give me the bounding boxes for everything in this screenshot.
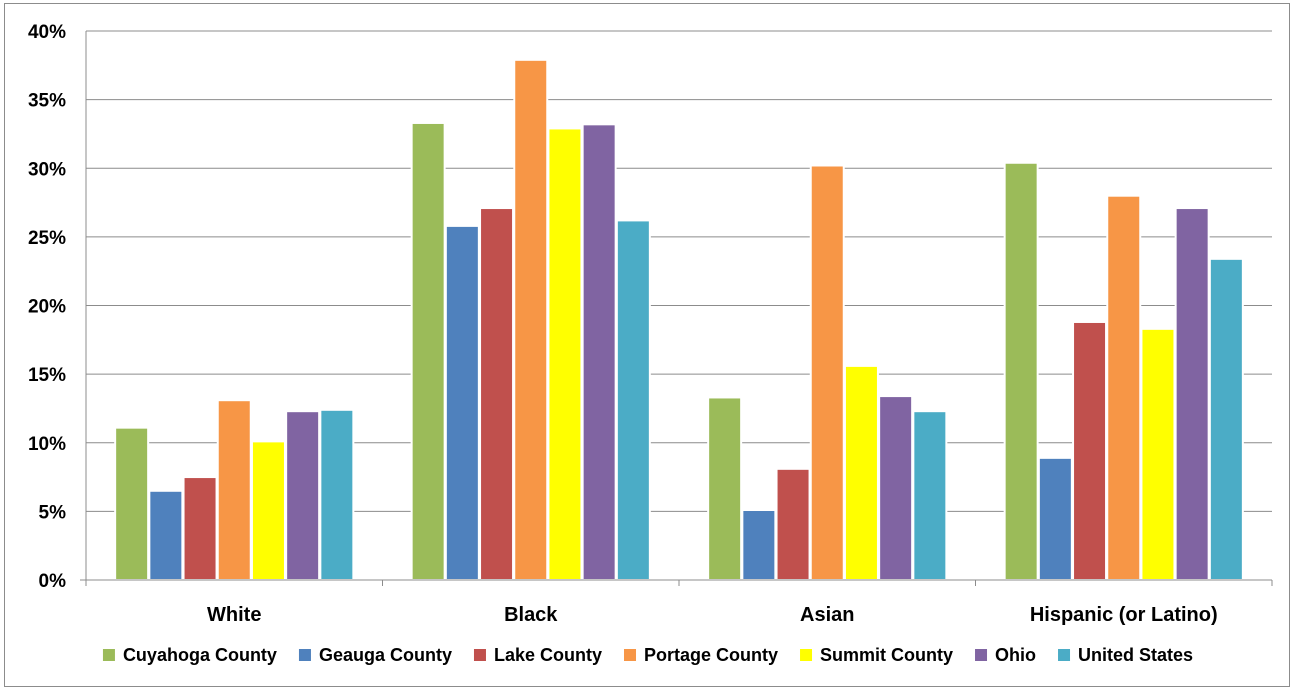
legend-label: Lake County <box>494 645 602 665</box>
bar <box>878 395 914 581</box>
bar <box>148 489 184 582</box>
legend-label: Cuyahoga County <box>123 645 277 665</box>
legend-label: Portage County <box>644 645 778 665</box>
y-tick-label: 15% <box>28 365 66 386</box>
legend-swatch <box>473 649 486 661</box>
y-tick-label: 30% <box>28 159 66 180</box>
bar <box>581 123 617 582</box>
bar <box>741 509 777 581</box>
x-tick-label: Hispanic (or Latino) <box>1030 604 1218 626</box>
y-tick-label: 20% <box>28 297 66 318</box>
y-tick-label: 0% <box>39 571 67 592</box>
x-tick-label: Asian <box>800 604 854 626</box>
legend-item: Geauga County <box>298 645 452 665</box>
bar <box>707 396 743 581</box>
bar <box>1174 207 1210 582</box>
bar <box>216 399 252 582</box>
legend-item: United States <box>1058 645 1193 665</box>
category-labels: White Black Asian Hispanic (or Latino) <box>207 604 1218 626</box>
bar <box>809 164 845 581</box>
bar <box>1140 327 1176 581</box>
legend-label: Ohio <box>995 645 1036 665</box>
bar <box>547 127 583 581</box>
bar <box>912 410 948 581</box>
bar <box>1037 456 1073 581</box>
y-tick-label: 5% <box>39 502 67 523</box>
bar <box>479 207 515 582</box>
legend-swatch <box>624 649 637 661</box>
legend-label: Summit County <box>820 645 953 665</box>
bar <box>444 224 480 582</box>
x-tick-label: White <box>207 604 261 626</box>
y-tick-label: 40% <box>28 22 66 43</box>
legend-label: United States <box>1078 645 1193 665</box>
bar <box>250 440 286 581</box>
legend-swatch <box>975 649 988 661</box>
x-axis <box>80 31 1273 586</box>
bars <box>114 58 1244 582</box>
legend-item: Summit County <box>800 645 953 665</box>
legend-swatch <box>102 649 115 661</box>
bar <box>1003 161 1039 581</box>
bar <box>775 467 811 582</box>
y-tick-label: 25% <box>28 228 66 249</box>
bar <box>1106 194 1142 581</box>
x-tick-label: Black <box>504 604 558 626</box>
y-tick-label: 10% <box>28 434 66 455</box>
bar <box>182 476 218 581</box>
y-axis-ticks: 0% 5% 10% 15% 20% 25% 30% 35% 40% <box>28 22 66 592</box>
bar <box>285 410 321 581</box>
legend-item: Cuyahoga County <box>102 645 277 665</box>
bar <box>513 58 549 581</box>
legend-swatch <box>800 649 813 661</box>
bar <box>843 364 879 582</box>
legend-item: Portage County <box>624 645 778 665</box>
bar <box>1208 257 1244 581</box>
legend-label: Geauga County <box>319 645 452 665</box>
bar <box>410 121 446 582</box>
bar <box>114 426 150 581</box>
legend-item: Ohio <box>975 645 1036 665</box>
legend: Cuyahoga County Geauga County Lake County P… <box>102 645 1193 665</box>
bar <box>615 219 651 581</box>
legend-swatch <box>298 649 311 661</box>
bar <box>1072 320 1108 581</box>
y-tick-label: 35% <box>28 91 66 112</box>
legend-swatch <box>1058 649 1071 661</box>
bar <box>319 408 355 581</box>
legend-item: Lake County <box>473 645 602 665</box>
